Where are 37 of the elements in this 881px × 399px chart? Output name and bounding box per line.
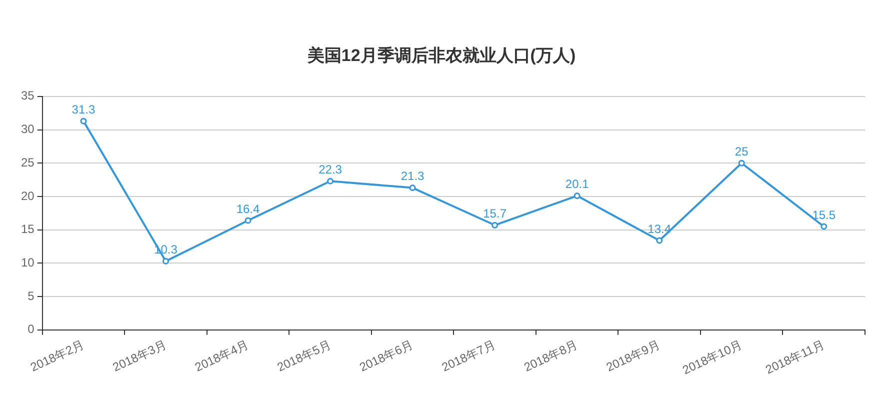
point bbox=[492, 222, 498, 228]
chart-title: 美国12月季调后非农就业人口(万人) bbox=[306, 46, 576, 65]
data-label: 31.3 bbox=[72, 102, 96, 116]
point bbox=[820, 223, 828, 230]
y-tick-label: 25 bbox=[20, 155, 35, 170]
x-tick-label: 2018年10月 bbox=[680, 337, 744, 378]
data-label: 20.1 bbox=[565, 177, 590, 192]
x-tick-label: 2018年4月 bbox=[192, 337, 251, 374]
data-label: 15.5 bbox=[812, 208, 836, 222]
data-label: 15.7 bbox=[483, 206, 507, 220]
x-tick-label: 2018年3月 bbox=[110, 337, 168, 374]
data-label: 16.4 bbox=[236, 202, 260, 216]
point bbox=[574, 192, 580, 200]
point bbox=[162, 258, 169, 264]
data-label: 22.3 bbox=[318, 162, 342, 176]
y-tick-label: 0 bbox=[28, 322, 35, 336]
x-tick-label: 2018年5月 bbox=[275, 337, 333, 374]
data-label: 21.3 bbox=[400, 169, 425, 184]
x-tick-label: 2018年9月 bbox=[604, 337, 662, 374]
point bbox=[738, 160, 745, 166]
y-tick-label: 10 bbox=[20, 255, 35, 270]
point bbox=[409, 184, 416, 192]
x-tick-label: 2018年6月 bbox=[357, 337, 416, 374]
x-tick-label: 2018年11月 bbox=[763, 337, 827, 377]
x-tick-label: 2018年7月 bbox=[440, 337, 498, 374]
point bbox=[244, 217, 252, 224]
y-tick-label: 20 bbox=[20, 188, 35, 203]
point bbox=[656, 237, 663, 244]
x-tick-label: 2018年2月 bbox=[28, 337, 86, 374]
y-tick-label: 30 bbox=[20, 122, 35, 136]
y-tick-label: 35 bbox=[20, 88, 35, 103]
data-label: 25 bbox=[734, 144, 749, 158]
point bbox=[80, 118, 87, 124]
y-tick-label: 15 bbox=[20, 222, 35, 236]
point bbox=[327, 178, 334, 184]
y-tick-label: 5 bbox=[28, 288, 35, 303]
x-tick-label: 2018年8月 bbox=[522, 337, 580, 374]
